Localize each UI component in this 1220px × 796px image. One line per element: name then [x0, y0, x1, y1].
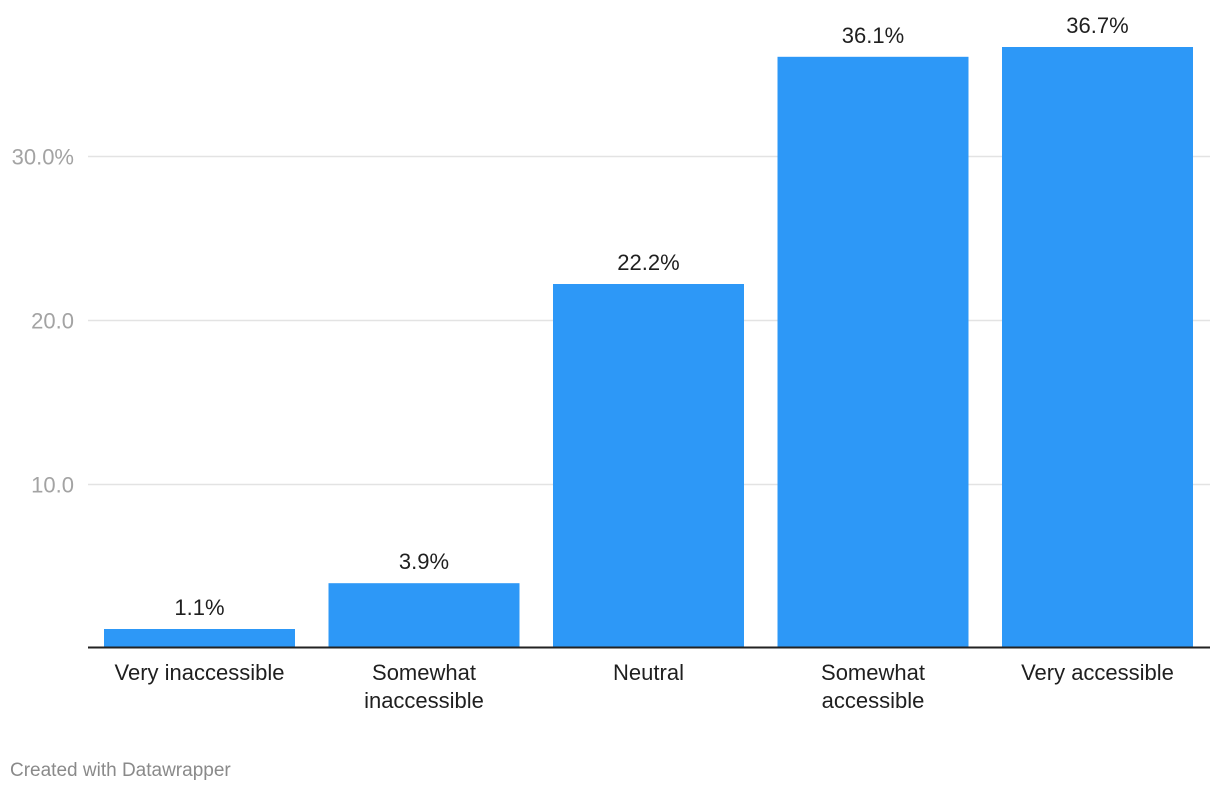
- x-axis-category-labels: Very inaccessible Somewhat inaccessible Neu…: [115, 660, 1174, 713]
- category-label: Very accessible: [1021, 660, 1174, 685]
- bar-0: [104, 629, 295, 647]
- bar-4: [1002, 47, 1193, 647]
- value-labels: 1.1% 3.9% 22.2% 36.1% 36.7%: [174, 13, 1128, 620]
- category-label-line: inaccessible: [364, 688, 484, 713]
- category-label-line: Somewhat: [372, 660, 476, 685]
- y-tick-label: 10.0: [31, 473, 74, 498]
- y-tick-label: 30.0%: [12, 145, 74, 170]
- datawrapper-credit: Created with Datawrapper: [10, 760, 231, 781]
- bars: [104, 47, 1193, 648]
- bar-value-label: 1.1%: [174, 595, 224, 620]
- bar-value-label: 3.9%: [399, 549, 449, 574]
- bar-1: [328, 583, 520, 647]
- category-label-line: Very accessible: [1021, 660, 1174, 685]
- category-label-line: Somewhat: [821, 660, 925, 685]
- y-axis-ticks: 10.0 20.0 30.0%: [12, 145, 74, 498]
- bar-2: [553, 284, 744, 647]
- category-label: Somewhat accessible: [821, 660, 925, 713]
- bar-value-label: 36.1%: [842, 23, 904, 48]
- category-label-line: accessible: [822, 688, 925, 713]
- bar-3: [777, 56, 969, 648]
- category-label-line: Neutral: [613, 660, 684, 685]
- category-label-line: Very inaccessible: [115, 660, 285, 685]
- y-tick-label: 20.0: [31, 309, 74, 334]
- bar-value-label: 22.2%: [617, 250, 679, 275]
- bar-value-label: 36.7%: [1066, 13, 1128, 38]
- category-label: Neutral: [613, 660, 684, 685]
- category-label: Very inaccessible: [115, 660, 285, 685]
- category-label: Somewhat inaccessible: [364, 660, 484, 713]
